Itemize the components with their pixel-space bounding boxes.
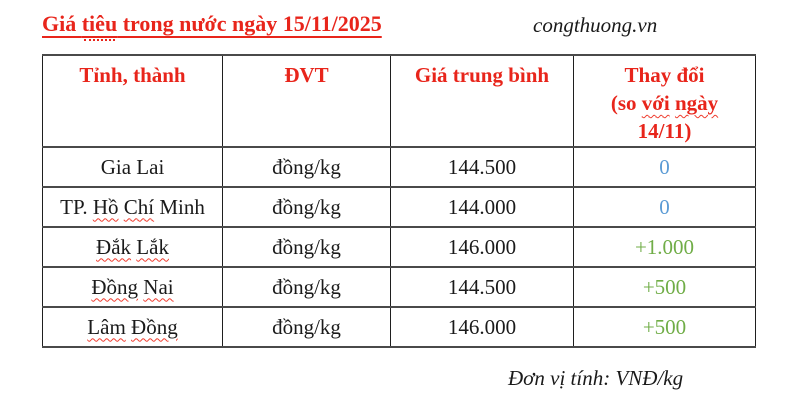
text-segment: 14/11) [637,119,692,143]
table-row: Gia Lai đồng/kg 144.500 0 [42,146,756,188]
spellcheck-word: Lâm [87,314,126,339]
column-header-change: Thay đổi (so với ngày 14/11) [573,54,756,148]
spellcheck-word: với [641,91,670,115]
column-header-province: Tỉnh, thành [42,54,223,148]
cell-province: TP. Hồ Chí Minh [42,186,223,228]
table-row: Đồng Nai đồng/kg 144.500 +500 [42,266,756,308]
spellcheck-word: Đắk [96,234,132,259]
header-line: Giá trung bình [391,61,573,89]
cell-change: 0 [573,186,756,228]
spellcheck-word: Đồng [131,314,178,339]
pepper-price-table: Tỉnh, thành ĐVT Giá trung bình Thay đổi (so … [42,54,756,348]
source-site-label: congthuong.vn [533,13,658,37]
text-segment: (so [610,91,642,115]
header-line: ĐVT [223,61,390,89]
page-title-spellcheck-word: tiêu [81,11,118,36]
page-title-part1: Giá [42,11,82,36]
cell-change: +1.000 [573,226,756,268]
column-header-unit: ĐVT [222,54,391,148]
spellcheck-word: Nai [143,274,174,299]
cell-province: Đắk Lắk [42,226,223,268]
unit-note: Đơn vị tính: VNĐ/kg [508,366,684,390]
column-header-avg-price: Giá trung bình [390,54,574,148]
header-line: 14/11) [574,117,755,145]
spellcheck-word: Đồng [91,274,139,299]
text-segment: Giá trung bình [414,63,550,87]
cell-change: +500 [573,306,756,348]
table-body: Gia Lai đồng/kg 144.500 0 TP. Hồ Chí Minh đồn… [42,146,756,348]
text-segment: Tỉnh, thành [79,63,186,87]
header-line: Tỉnh, thành [43,61,222,89]
spellcheck-word: ngày [674,91,719,115]
cell-price: 144.500 [390,266,574,308]
spellcheck-word: Lắk [136,234,169,259]
cell-unit: đồng/kg [222,146,391,188]
cell-unit: đồng/kg [222,226,391,268]
text-segment: Minh [154,194,205,219]
cell-unit: đồng/kg [222,266,391,308]
cell-province: Lâm Đồng [42,306,223,348]
cell-price: 146.000 [390,226,574,268]
text-segment: Thay đổi [624,63,705,87]
page-title: Giá tiêu trong nước ngày 15/11/2025 [42,10,382,38]
table-row: TP. Hồ Chí Minh đồng/kg 144.000 0 [42,186,756,228]
cell-change: 0 [573,146,756,188]
cell-price: 146.000 [390,306,574,348]
page-title-part2: trong nước ngày 15/11/2025 [117,11,382,36]
table-row: Lâm Đồng đồng/kg 146.000 +500 [42,306,756,348]
spellcheck-word: Hồ [92,194,119,219]
text-segment: TP. [60,194,93,219]
text-segment: Gia Lai [100,154,165,179]
header-row: Tỉnh, thành ĐVT Giá trung bình Thay đổi (so … [42,54,756,148]
cell-price: 144.000 [390,186,574,228]
header-line: (so với ngày [574,89,755,117]
header-line: Thay đổi [574,61,755,89]
cell-unit: đồng/kg [222,186,391,228]
table-row: Đắk Lắk đồng/kg 146.000 +1.000 [42,226,756,268]
cell-province: Đồng Nai [42,266,223,308]
cell-unit: đồng/kg [222,306,391,348]
spellcheck-word: Chí [123,194,155,219]
cell-province: Gia Lai [42,146,223,188]
cell-price: 144.500 [390,146,574,188]
text-segment: ĐVT [284,63,329,87]
cell-change: +500 [573,266,756,308]
